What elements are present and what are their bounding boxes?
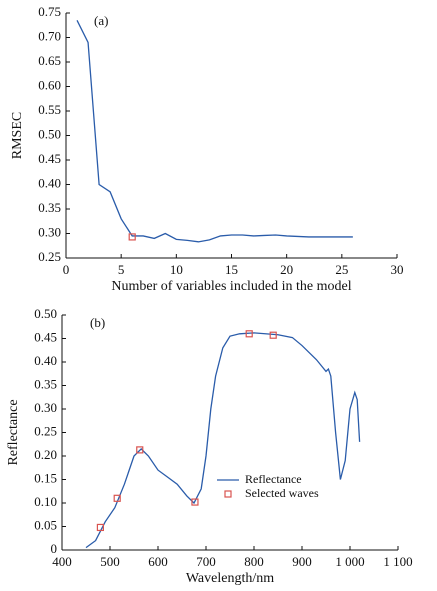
legend-label: Reflectance — [245, 472, 302, 486]
legend-swatch — [224, 490, 232, 498]
x-axis-label: Number of variables included in the mode… — [111, 279, 351, 294]
legend-label: Selected waves — [245, 486, 319, 500]
x-tick-label: 600 — [148, 554, 168, 569]
y-tick-label: 0.35 — [38, 200, 61, 215]
x-tick-label: 1 100 — [383, 554, 412, 569]
y-tick-label: 0.35 — [34, 376, 57, 391]
y-tick-label: 0.50 — [34, 306, 57, 321]
x-tick-label: 15 — [225, 262, 238, 277]
y-axis-label: Reflectance — [6, 399, 21, 465]
x-tick-label: 900 — [292, 554, 312, 569]
panel-label: (a) — [94, 13, 108, 28]
marker — [128, 233, 136, 241]
x-tick-label: 0 — [63, 262, 70, 277]
y-tick-label: 0.50 — [38, 126, 61, 141]
x-tick-label: 400 — [52, 554, 72, 569]
x-tick-label: 25 — [335, 262, 348, 277]
y-tick-label: 0.30 — [34, 400, 57, 415]
y-tick-label: 0.20 — [34, 447, 57, 462]
y-tick-label: 0.45 — [38, 151, 61, 166]
y-tick-label: 0.25 — [34, 423, 57, 438]
y-tick-label: 0.10 — [34, 494, 57, 509]
y-tick-label: 0.70 — [38, 28, 61, 43]
y-tick-label: 0.05 — [34, 517, 57, 532]
x-tick-label: 30 — [391, 262, 404, 277]
line — [85, 332, 361, 549]
x-axis-label: Wavelength/nm — [186, 571, 274, 586]
y-tick-label: 0.60 — [38, 77, 61, 92]
marker — [245, 330, 253, 338]
line — [76, 20, 353, 243]
y-tick-label: 0.40 — [38, 175, 61, 190]
y-tick-label: 0.40 — [34, 353, 57, 368]
x-tick-label: 5 — [118, 262, 125, 277]
marker — [191, 498, 199, 506]
y-tick-label: 0.30 — [38, 224, 61, 239]
marker — [269, 331, 277, 339]
marker — [136, 446, 144, 454]
y-tick-label: 0.55 — [38, 102, 61, 117]
y-tick-label: 0.15 — [34, 470, 57, 485]
y-axis-label: RMSEC — [10, 112, 25, 159]
panel-label: (b) — [90, 315, 105, 330]
x-tick-label: 20 — [280, 262, 293, 277]
y-tick-label: 0 — [51, 541, 58, 556]
marker — [96, 523, 105, 532]
y-tick-label: 0.45 — [34, 329, 57, 344]
x-tick-label: 700 — [196, 554, 216, 569]
y-tick-label: 0.75 — [38, 4, 61, 19]
marker — [113, 494, 121, 502]
y-tick-label: 0.25 — [38, 249, 61, 264]
y-tick-label: 0.65 — [38, 53, 61, 68]
x-tick-label: 800 — [244, 554, 264, 569]
x-tick-label: 500 — [100, 554, 120, 569]
x-tick-label: 10 — [170, 262, 183, 277]
x-tick-label: 1 000 — [335, 554, 364, 569]
